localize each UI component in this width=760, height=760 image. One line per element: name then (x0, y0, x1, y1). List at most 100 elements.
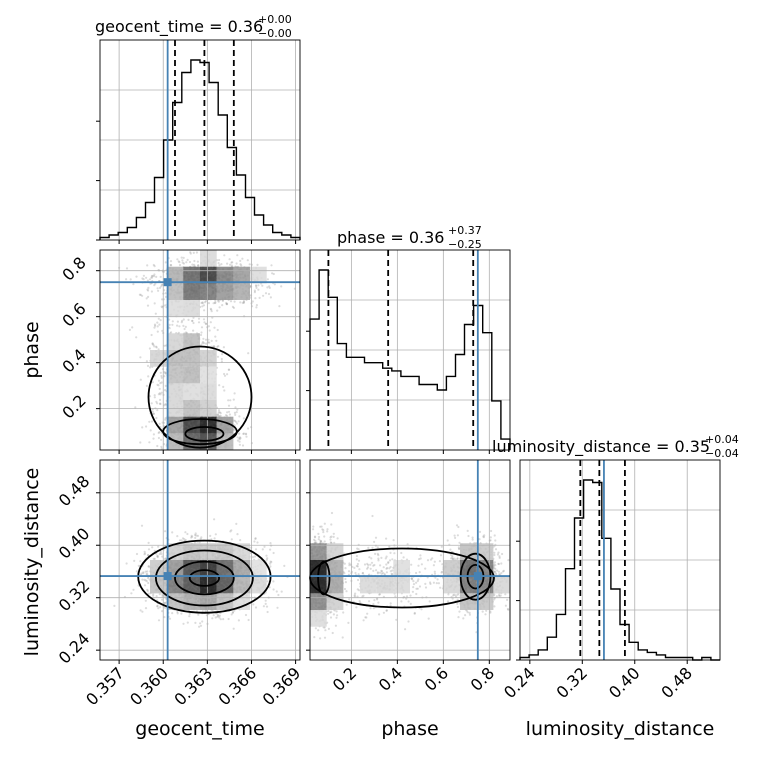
scatter-point (158, 323, 161, 326)
scatter-point (211, 617, 214, 620)
scatter-point (151, 410, 154, 413)
scatter-point (160, 305, 163, 308)
density-cell (183, 366, 200, 384)
scatter-point (146, 264, 149, 267)
scatter-point (216, 355, 220, 358)
scatter-point (204, 300, 208, 303)
scatter-point (151, 276, 154, 279)
scatter-point (207, 341, 210, 344)
scatter-point (228, 258, 231, 261)
scatter-point (221, 299, 225, 302)
scatter-point (155, 400, 158, 403)
scatter-point (273, 283, 276, 286)
scatter-point (209, 321, 212, 324)
scatter-point (159, 319, 162, 322)
scatter-point (150, 333, 153, 337)
density-cell (166, 383, 184, 400)
scatter-point (194, 532, 197, 535)
scatter-point (201, 620, 204, 623)
scatter-point (147, 541, 150, 545)
density-cell (166, 333, 184, 350)
scatter-point (226, 262, 229, 265)
scatter-point (230, 529, 233, 532)
scatter-point (197, 264, 200, 267)
scatter-point (191, 263, 194, 266)
scatter-point (164, 292, 167, 295)
scatter-point (182, 256, 185, 259)
scatter-point (242, 300, 245, 303)
scatter-point (214, 616, 217, 619)
scatter-point (147, 581, 150, 585)
scatter-point (144, 599, 147, 602)
scatter-point (159, 606, 162, 609)
scatter-point (201, 342, 204, 345)
scatter-point (199, 624, 203, 627)
scatter-point (164, 384, 167, 387)
scatter-point (176, 535, 179, 538)
scatter-point (225, 302, 228, 305)
scatter-point (201, 302, 204, 305)
scatter-point (144, 607, 148, 610)
scatter-point (204, 322, 207, 325)
scatter-point (135, 570, 138, 573)
scatter-point (205, 342, 208, 345)
scatter-point (247, 427, 250, 430)
scatter-point (209, 534, 212, 538)
scatter-point (159, 550, 162, 554)
scatter-point (226, 414, 229, 417)
density-cell (200, 383, 217, 400)
scatter-point (139, 293, 142, 296)
scatter-point (266, 610, 269, 614)
scatter-point (223, 389, 226, 392)
scatter-point (150, 290, 153, 293)
scatter-point (183, 538, 186, 541)
scatter-point (257, 284, 260, 287)
scatter-point (152, 433, 155, 436)
scatter-point (262, 294, 265, 297)
scatter-point (233, 300, 236, 303)
scatter-point (192, 329, 195, 332)
scatter-point (164, 606, 167, 610)
scatter-point (156, 383, 159, 386)
scatter-point (130, 592, 133, 595)
scatter-point (245, 435, 248, 438)
scatter-point (157, 619, 161, 622)
scatter-point (155, 416, 158, 420)
scatter-point (125, 267, 129, 270)
scatter-point (227, 410, 231, 413)
scatter-point (181, 319, 184, 322)
scatter-point (157, 379, 160, 382)
scatter-point (253, 555, 257, 558)
scatter-point (278, 305, 281, 308)
scatter-point (215, 339, 218, 342)
scatter-point (194, 621, 197, 625)
scatter-point (258, 296, 261, 299)
scatter-point (207, 302, 210, 305)
scatter-point (242, 432, 245, 435)
scatter-point (188, 615, 191, 618)
density-layer (113, 250, 510, 640)
density-cell (200, 250, 217, 267)
scatter-point (219, 412, 222, 415)
scatter-point (132, 588, 135, 591)
scatter-point (231, 611, 234, 614)
scatter-point (252, 603, 255, 606)
scatter-point (171, 323, 174, 326)
scatter-point (237, 420, 240, 423)
scatter-point (240, 264, 243, 267)
scatter-point (255, 306, 258, 309)
scatter-point (159, 382, 162, 385)
scatter-point (169, 260, 173, 263)
scatter-point (153, 394, 156, 397)
scatter-point (186, 621, 189, 624)
scatter-point (228, 413, 231, 416)
scatter-point (217, 262, 220, 265)
scatter-point (156, 325, 159, 328)
density-cell (250, 266, 267, 284)
scatter-point (146, 304, 150, 307)
scatter-point (210, 310, 213, 313)
scatter-point (235, 522, 238, 526)
scatter-point (202, 304, 206, 307)
scatter-point (180, 612, 183, 615)
scatter-point (125, 562, 128, 565)
